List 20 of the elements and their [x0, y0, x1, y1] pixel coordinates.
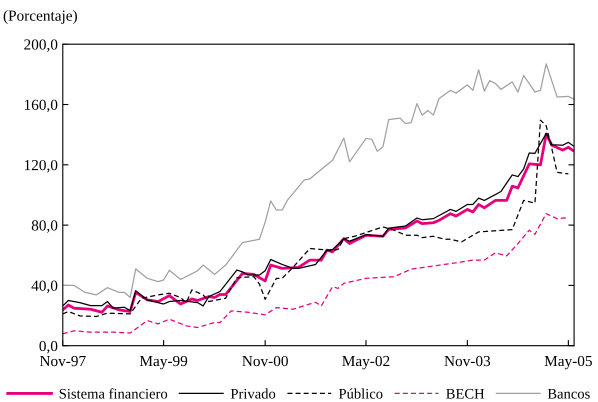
x-tick-label: May-99 [140, 356, 188, 370]
y-tick-label: 80,0 [32, 220, 58, 233]
legend-label: Sistema financiero [60, 388, 168, 399]
line-series [62, 213, 569, 334]
x-tick-label: May-05 [544, 356, 592, 370]
x-tick-label: May-02 [342, 356, 390, 370]
x-tick-label: Nov-03 [444, 356, 490, 366]
y-tick-label: 200,0 [24, 39, 58, 52]
x-tick-label: Nov-00 [242, 356, 288, 366]
legend-label: Bancos [548, 388, 590, 399]
y-tick-label: 160,0 [24, 100, 58, 112]
legend-label: Público [338, 388, 382, 399]
y-tick-label: 0,0 [39, 340, 58, 354]
line-series [62, 63, 574, 298]
y-tick-label: 120,0 [24, 160, 58, 172]
legend-label: BECH [446, 388, 484, 399]
x-tick-label: Nov-97 [40, 356, 86, 366]
y-axis-title: (Porcentaje) [4, 10, 77, 24]
legend-label: Privado [230, 388, 276, 399]
y-tick-label: 40,0 [31, 280, 58, 294]
